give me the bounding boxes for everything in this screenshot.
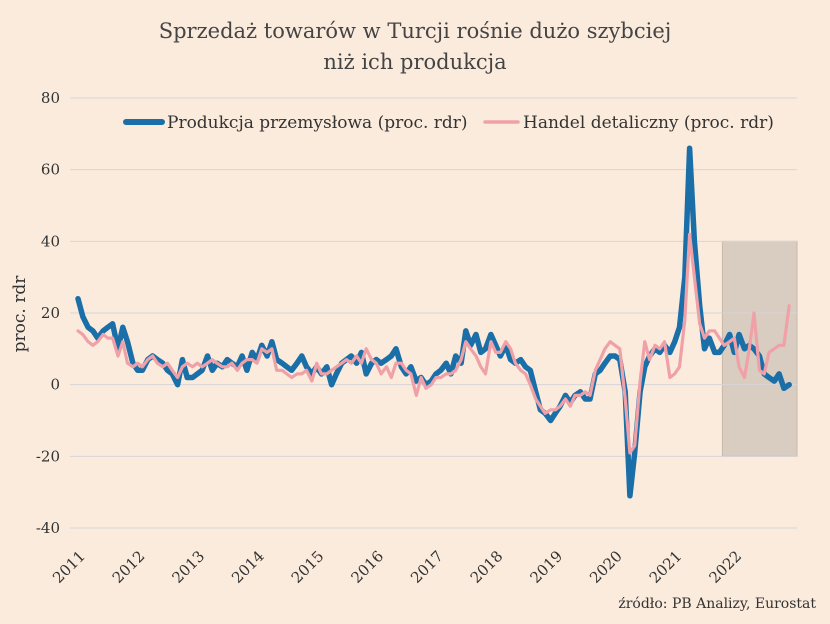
- chart-title-line-2: niż ich produkcja: [323, 50, 507, 74]
- series-line-handel: [76, 232, 791, 455]
- y-tick-label: 0: [50, 376, 60, 394]
- x-tick-label: 2021: [646, 547, 686, 587]
- x-tick-label: 2018: [467, 547, 507, 587]
- x-tick-label: 2013: [168, 547, 208, 587]
- y-tick-label: 60: [41, 161, 60, 179]
- x-tick-label: 2019: [526, 547, 566, 587]
- series-line-produkcja: [75, 145, 792, 499]
- grid-layer: [70, 97, 797, 529]
- x-tick-label: 2014: [228, 547, 268, 587]
- y-tick-labels: -40 -20 0 20 40 60 80: [36, 89, 60, 537]
- x-tick-labels: 2011 2012 2013 2014 2015 2016 2017 2018 2019 2020…: [49, 547, 745, 587]
- legend-label-produkcja: Produkcja przemysłowa (proc. rdr): [167, 113, 468, 133]
- y-tick-label: -20: [36, 447, 60, 465]
- y-tick-label: 40: [41, 232, 60, 250]
- x-tick-label: 2011: [49, 547, 89, 587]
- chart-title-line-1: Sprzedaż towarów w Turcji rośnie dużo sz…: [158, 19, 672, 43]
- x-tick-label: 2012: [109, 547, 149, 587]
- x-tick-label: 2016: [347, 547, 387, 587]
- x-tick-label: 2020: [586, 547, 626, 587]
- y-tick-label: 80: [41, 89, 60, 107]
- source-note: źródło: PB Analizy, Eurostat: [618, 596, 816, 612]
- x-tick-label: 2022: [705, 547, 745, 587]
- y-tick-label: 20: [41, 304, 60, 322]
- chart-title: Sprzedaż towarów w Turcji rośnie dużo sz…: [0, 16, 830, 78]
- x-tick-label: 2017: [407, 547, 447, 587]
- legend-label-handel: Handel detaliczny (proc. rdr): [523, 113, 774, 133]
- x-tick-label: 2015: [288, 547, 328, 587]
- series-layer: [75, 145, 792, 499]
- y-tick-label: -40: [36, 519, 60, 537]
- legend: Produkcja przemysłowa (proc. rdr) Handel…: [123, 113, 774, 133]
